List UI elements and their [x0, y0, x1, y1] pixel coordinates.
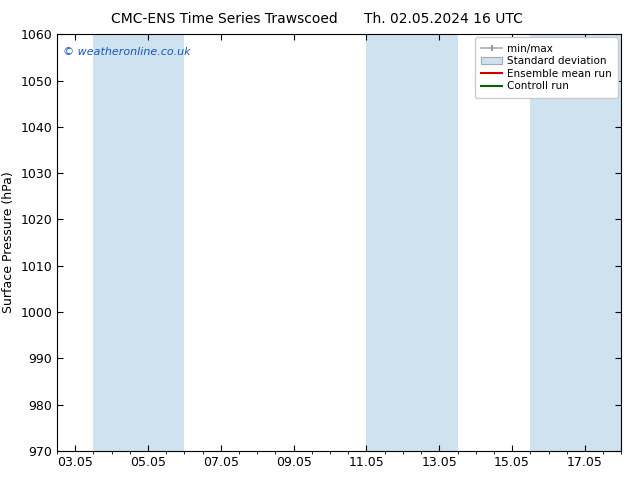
Text: © weatheronline.co.uk: © weatheronline.co.uk	[63, 47, 190, 57]
Bar	[366, 34, 421, 451]
Text: CMC-ENS Time Series Trawscoed      Th. 02.05.2024 16 UTC: CMC-ENS Time Series Trawscoed Th. 02.05.…	[111, 12, 523, 26]
Bar	[93, 34, 148, 451]
Y-axis label: Surface Pressure (hPa): Surface Pressure (hPa)	[2, 172, 15, 314]
Bar	[421, 34, 458, 451]
Bar	[148, 34, 184, 451]
Legend: min/max, Standard deviation, Ensemble mean run, Controll run: min/max, Standard deviation, Ensemble me…	[475, 37, 618, 98]
Bar	[530, 34, 621, 451]
